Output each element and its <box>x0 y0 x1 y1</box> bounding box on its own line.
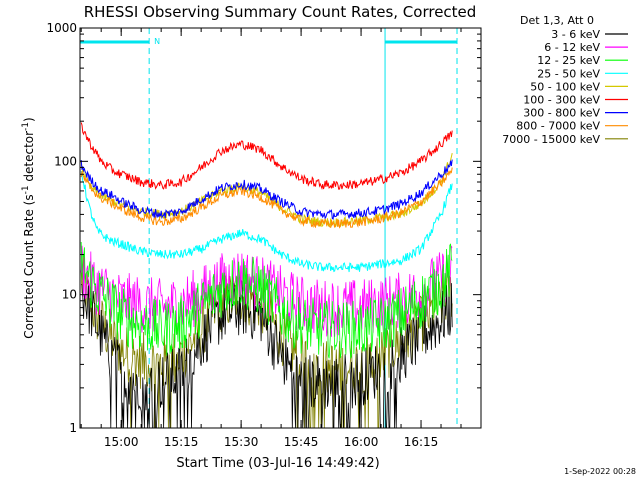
plot-frame <box>79 27 482 429</box>
legend-label: 6 - 12 keV <box>544 41 600 54</box>
legend-label: 3 - 6 keV <box>551 28 600 41</box>
series-line-9 <box>80 256 453 429</box>
chart-title: RHESSI Observing Summary Count Rates, Co… <box>84 3 477 21</box>
series-line-6 <box>80 122 453 190</box>
legend-label: 800 - 7000 keV <box>516 120 600 133</box>
y-axis-label: Corrected Count Rate (s-1 detector-1) <box>21 117 36 338</box>
y-tick-label: 10 <box>62 288 77 302</box>
x-tick-label: 15:30 <box>224 435 259 449</box>
legend-label: 50 - 100 keV <box>530 80 600 93</box>
series-line-3 <box>80 241 453 359</box>
y-tick-label: 1 <box>69 421 77 435</box>
plot-background <box>80 28 481 428</box>
legend-label: 100 - 300 keV <box>523 94 600 107</box>
series-line-1 <box>80 278 453 429</box>
x-tick-label: 16:00 <box>344 435 379 449</box>
legend-label: 12 - 25 keV <box>537 54 600 67</box>
y-tick-label: 1000 <box>46 21 77 35</box>
x-tick-label: 15:45 <box>284 435 319 449</box>
y-tick-label: 100 <box>54 154 77 168</box>
x-tick-label: 15:15 <box>164 435 199 449</box>
footer-timestamp: 1-Sep-2022 00:28 <box>564 467 636 476</box>
y-axis-label-suffix: ) <box>22 117 36 122</box>
legend-label: 25 - 50 keV <box>537 67 600 80</box>
legend-title: Det 1,3, Att 0 <box>520 14 594 27</box>
series-layer <box>80 122 453 429</box>
night-bar-label: N <box>154 37 160 46</box>
axes: 1 10 100 1000 15:00 15:15 15:30 15:45 16:00 16:15 <box>46 21 482 449</box>
x-axis-label: Start Time (03-Jul-16 14:49:42) <box>176 456 379 471</box>
series-line-7 <box>80 159 453 220</box>
y-axis-label-sup1: -1 <box>21 185 31 194</box>
legend-label: 300 - 800 keV <box>523 107 600 120</box>
y-axis-label-mid: detector <box>22 131 36 186</box>
series-line-8 <box>80 167 453 229</box>
legend-label: 7000 - 15000 keV <box>502 133 600 146</box>
y-axis-label-prefix: Corrected Count Rate (s <box>22 194 36 338</box>
x-tick-label: 16:15 <box>404 435 439 449</box>
plot-area <box>80 28 481 428</box>
series-line-2 <box>80 245 453 337</box>
x-tick-label: 15:00 <box>104 435 139 449</box>
y-axis-label-sup2: -1 <box>21 122 31 131</box>
series-line-4 <box>80 171 453 273</box>
